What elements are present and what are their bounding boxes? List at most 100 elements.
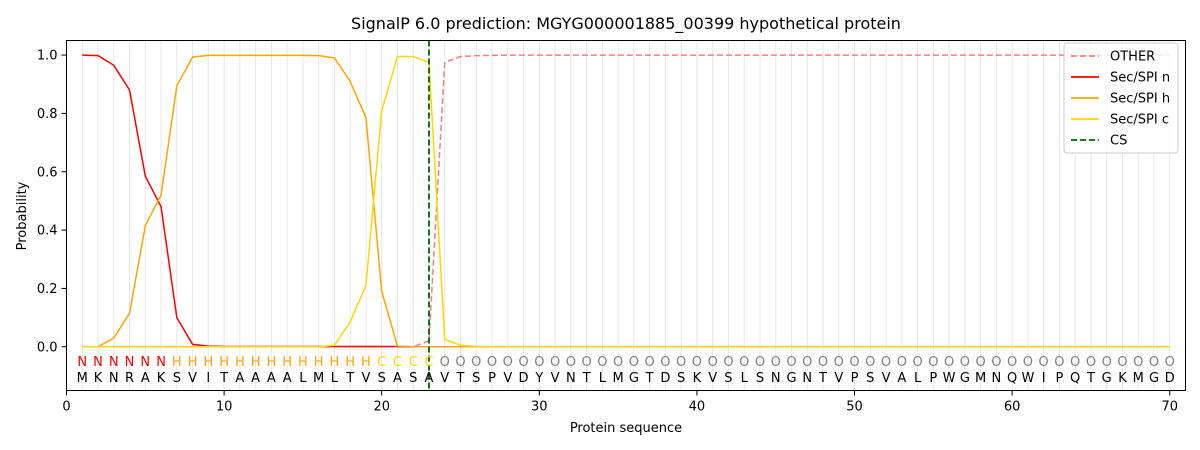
region-label: O <box>975 355 985 370</box>
x-tick-label: 10 <box>216 400 233 415</box>
residue-letter: R <box>125 371 134 386</box>
region-label: O <box>928 355 938 370</box>
residue-letter: G <box>786 371 796 386</box>
residue-letter: S <box>677 371 685 386</box>
region-label: O <box>550 355 560 370</box>
region-label: O <box>1070 355 1080 370</box>
region-label: O <box>1102 355 1112 370</box>
residue-letter: V <box>882 371 891 386</box>
region-label: O <box>1039 355 1049 370</box>
x-axis-ticks: 0 10 20 30 40 50 60 70 <box>62 390 1178 415</box>
series-line-sec-spi-n <box>82 54 1170 348</box>
residue-letter: N <box>802 371 812 386</box>
residue-letter: T <box>818 371 827 386</box>
region-label: O <box>1007 355 1017 370</box>
region-label: H <box>203 355 213 370</box>
residue-letter: L <box>741 371 749 386</box>
region-label: H <box>361 355 371 370</box>
residue-letter: W <box>943 371 956 386</box>
legend-label: Sec/SPI n <box>1110 71 1170 86</box>
residue-letter: V <box>440 371 449 386</box>
region-label: O <box>944 355 954 370</box>
region-label: O <box>471 355 481 370</box>
region-label: N <box>156 355 166 370</box>
residue-letter: V <box>551 371 560 386</box>
residue-letter: P <box>929 371 937 386</box>
residue-letter: M <box>77 371 88 386</box>
region-label: O <box>771 355 781 370</box>
residue-letter: A <box>251 371 260 386</box>
legend-label: Sec/SPI c <box>1110 113 1169 128</box>
region-label: O <box>440 355 450 370</box>
y-tick-label: 0.4 <box>37 224 58 239</box>
legend-box <box>1063 42 1179 154</box>
region-label: N <box>93 355 103 370</box>
residue-letter: V <box>503 371 512 386</box>
residue-letter: P <box>851 371 859 386</box>
region-label: N <box>77 355 87 370</box>
residue-letter: L <box>599 371 607 386</box>
residue-letter: V <box>188 371 197 386</box>
residue-letter: V <box>708 371 717 386</box>
region-label: H <box>330 355 340 370</box>
region-label: H <box>266 355 276 370</box>
x-tick-label: 0 <box>62 400 70 415</box>
residue-letter: M <box>313 371 324 386</box>
region-label: O <box>1165 355 1175 370</box>
plot-frame <box>66 40 1186 391</box>
legend-label: Sec/SPI h <box>1110 92 1170 107</box>
y-axis-label: Probability <box>15 181 30 250</box>
residue-letter: L <box>331 371 339 386</box>
residue-letter: P <box>1055 371 1063 386</box>
residue-letter: I <box>1042 371 1046 386</box>
residue-letter: K <box>1118 371 1127 386</box>
residue-letter: S <box>724 371 732 386</box>
region-label: O <box>597 355 607 370</box>
residue-letter: G <box>960 371 970 386</box>
region-label: O <box>566 355 576 370</box>
region-label: O <box>865 355 875 370</box>
residue-letter: S <box>378 371 386 386</box>
x-tick-label: 40 <box>689 400 706 415</box>
y-tick-label: 0.2 <box>37 282 58 297</box>
residue-letter: M <box>1133 371 1144 386</box>
residue-letter: V <box>834 371 843 386</box>
residue-letter: Y <box>534 371 543 386</box>
region-label: C <box>424 355 433 370</box>
residue-letter: T <box>1086 371 1095 386</box>
residue-letter: S <box>866 371 874 386</box>
series-layer <box>82 40 1170 391</box>
residue-letter: D <box>660 371 670 386</box>
region-label: N <box>140 355 150 370</box>
series-line-sec-spi-h <box>82 54 1170 348</box>
residue-letter: S <box>409 371 417 386</box>
region-label: C <box>377 355 386 370</box>
region-label: O <box>676 355 686 370</box>
residue-letter: A <box>267 371 276 386</box>
residue-letter: Q <box>1070 371 1080 386</box>
residue-letter: N <box>992 371 1002 386</box>
residue-letter: V <box>361 371 370 386</box>
residue-letter: L <box>299 371 307 386</box>
region-label: O <box>455 355 465 370</box>
region-label: O <box>534 355 544 370</box>
residue-letter: Q <box>1007 371 1017 386</box>
residue-letter: A <box>283 371 292 386</box>
x-tick-label: 30 <box>531 400 548 415</box>
residue-letter: A <box>393 371 402 386</box>
y-tick-label: 0.6 <box>37 165 58 180</box>
region-label: H <box>235 355 245 370</box>
region-label: O <box>660 355 670 370</box>
region-label: O <box>786 355 796 370</box>
region-label: O <box>1054 355 1064 370</box>
region-label: O <box>849 355 859 370</box>
region-label: N <box>125 355 135 370</box>
legend-label: CS <box>1110 134 1127 149</box>
residue-letter: N <box>566 371 576 386</box>
x-axis-label: Protein sequence <box>570 421 682 436</box>
region-label: O <box>645 355 655 370</box>
legend-label: OTHER <box>1110 50 1155 65</box>
region-label: O <box>518 355 528 370</box>
region-label: O <box>897 355 907 370</box>
